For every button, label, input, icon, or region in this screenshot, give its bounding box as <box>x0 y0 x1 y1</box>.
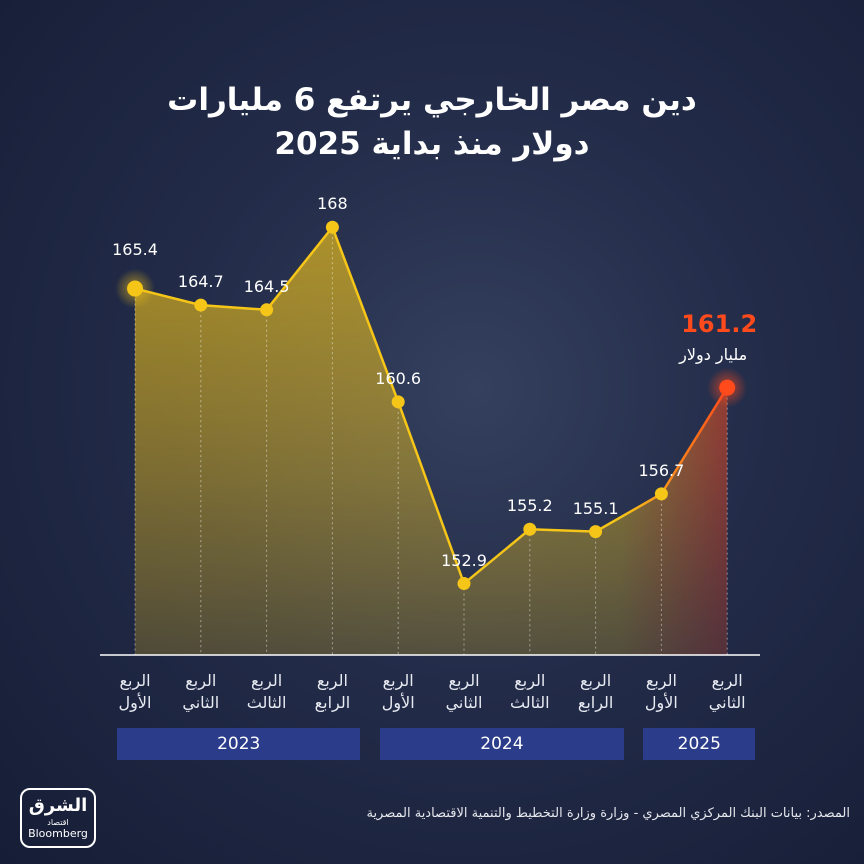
x-tick-label: الربع الثاني <box>445 671 483 712</box>
value-label: 168 <box>317 194 348 214</box>
chart-title: دين مصر الخارجي يرتفع 6 مليارات دولار من… <box>167 82 697 162</box>
x-tick-label: الربع الأول <box>118 671 152 712</box>
source: المصدر: بيانات البنك المركزي المصري - وز… <box>366 806 850 821</box>
value-label: 155.1 <box>572 498 619 518</box>
logo-sub: اقتصاد <box>47 818 69 827</box>
point <box>391 395 405 409</box>
x-tick-label: الربع الأول <box>381 671 415 712</box>
value-label: 156.7 <box>638 460 685 480</box>
logo-brand: Bloomberg <box>28 827 88 840</box>
line <box>134 224 729 586</box>
point <box>127 280 143 297</box>
x-tick-label: الربع الرابع <box>577 671 614 712</box>
point <box>719 379 736 396</box>
year-label: 2023 <box>117 728 361 760</box>
unit-label: مليار دولار <box>679 344 748 364</box>
value-label: 161.2 <box>681 309 758 338</box>
value-label: 160.6 <box>375 368 422 388</box>
point <box>654 487 668 501</box>
x-tick-label: الربع الرابع <box>314 671 351 712</box>
value-label: 152.9 <box>441 550 487 570</box>
value-label: 155.2 <box>506 496 553 516</box>
x-tick-label: الربع الثالث <box>246 671 287 712</box>
x-tick-label: الربع الثالث <box>509 671 550 712</box>
logo: الشرق اقتصاد Bloomberg <box>20 788 96 848</box>
logo-name: الشرق <box>28 795 88 816</box>
point <box>325 220 339 234</box>
x-tick-label: الربع الثاني <box>708 671 746 712</box>
point <box>589 525 603 539</box>
value-label: 165.4 <box>112 239 158 259</box>
point <box>194 298 208 312</box>
x-tick-label: الربع الأول <box>644 671 678 712</box>
point <box>457 577 471 591</box>
area <box>135 227 728 655</box>
value-label: 164.5 <box>243 276 290 296</box>
year-label: 2024 <box>380 728 624 760</box>
x-tick-label: الربع الثاني <box>182 671 220 712</box>
point <box>260 303 274 317</box>
value-label: 164.7 <box>177 272 224 292</box>
point <box>523 522 537 536</box>
year-label: 2025 <box>643 728 756 760</box>
